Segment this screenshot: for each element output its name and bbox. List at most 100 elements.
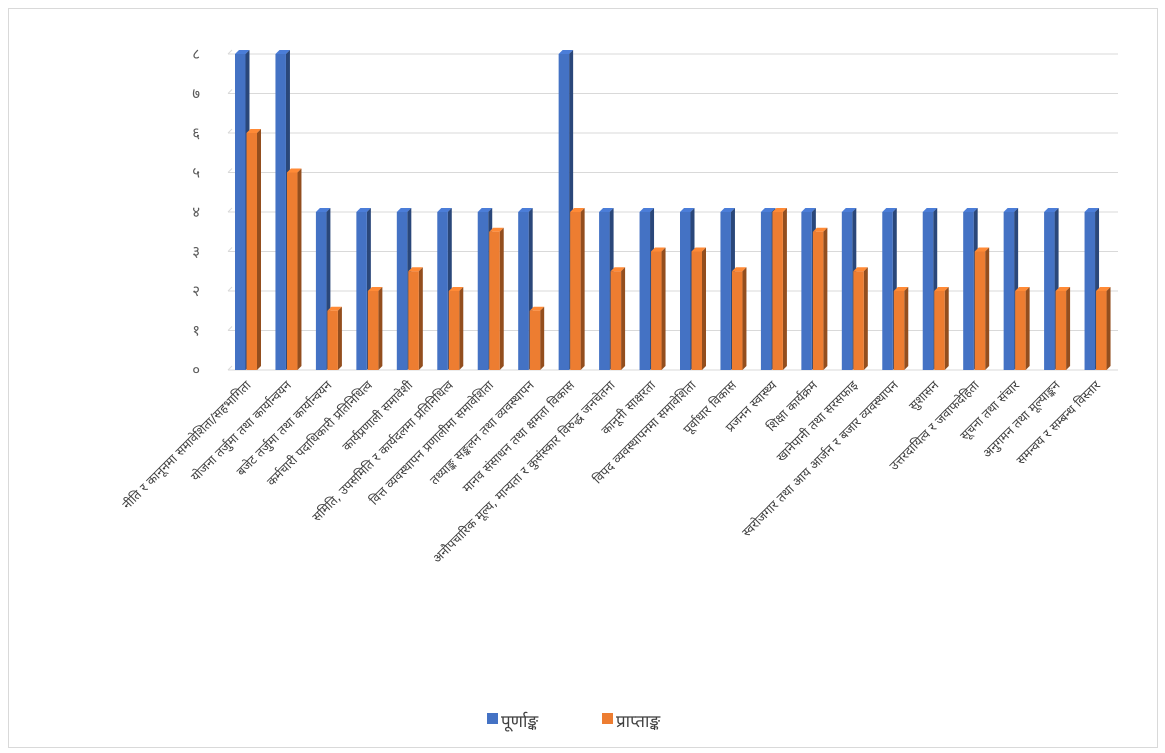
bar-obtained-marks [731, 267, 747, 370]
bar-front [1055, 291, 1067, 370]
bar-obtained-marks [974, 247, 990, 370]
bar-side [257, 129, 261, 370]
bar-obtained-marks [1015, 287, 1030, 370]
legend-swatch-series-0 [487, 713, 498, 724]
bar-front [246, 133, 257, 370]
bar-side [944, 287, 949, 370]
bar-front [639, 212, 651, 370]
bar-top [356, 208, 371, 212]
bar-top [286, 168, 302, 173]
bar-obtained-marks [651, 247, 666, 370]
gridline-depth-6 [227, 128, 233, 134]
bar-top [396, 208, 412, 212]
bar-obtained-marks [610, 267, 626, 370]
bar-obtained-marks [286, 168, 302, 370]
bar-side [540, 306, 545, 370]
bar-obtained-marks [448, 287, 464, 370]
y-tick-label: ३ [192, 243, 200, 261]
bar-side [297, 168, 302, 370]
bar-top [275, 50, 290, 54]
bar-front [558, 54, 570, 370]
bar-front [286, 172, 298, 370]
legend-label-series-1: प्राप्ताङ्क [616, 712, 661, 732]
x-tick-label: कार्यप्रणाली समावेशी [339, 377, 416, 454]
bar-front [1044, 212, 1055, 370]
bar-front [477, 212, 489, 370]
bar-front [922, 212, 934, 370]
bar-obtained-marks [772, 208, 787, 370]
bar-top [246, 129, 261, 133]
bar-side [863, 267, 868, 370]
bar-front [1084, 212, 1096, 370]
bar-side [621, 267, 626, 370]
bar-top [974, 247, 990, 252]
bar-front [315, 212, 327, 370]
bar-front [934, 291, 945, 370]
gridline-depth-7 [227, 89, 233, 94]
bar-top [639, 208, 655, 212]
bar-obtained-marks [893, 287, 909, 370]
bar-top [518, 208, 533, 212]
bar-top [1096, 287, 1111, 291]
bar-top [529, 306, 545, 311]
bar-top [922, 208, 938, 212]
bar-side [378, 287, 383, 370]
bar-top [772, 208, 787, 212]
gridline-depth-2 [227, 286, 233, 292]
bar-top [760, 208, 776, 212]
bar-top [408, 267, 423, 272]
bar-side [742, 267, 747, 370]
bar-side [337, 306, 342, 370]
gridline-depth-8 [227, 49, 233, 55]
bar-side [782, 208, 787, 370]
bar-top [720, 208, 735, 212]
bar-top [448, 287, 464, 291]
bar-top [315, 208, 331, 212]
bar-obtained-marks [529, 306, 545, 370]
y-tick-label: ० [192, 361, 200, 379]
bar-front [1015, 291, 1026, 370]
y-tick-label: ८ [192, 45, 200, 63]
bar-top [680, 208, 695, 212]
bar-top [853, 267, 868, 272]
bar-front [841, 212, 853, 370]
bar-front [275, 54, 286, 370]
bar-front [1096, 291, 1107, 370]
x-axis-ticks: नीति र कानूनमा समावेशिता/सहभागितायोजना त… [119, 377, 1104, 567]
bar-top [477, 208, 493, 212]
bar-front [489, 231, 500, 370]
bar-top [841, 208, 857, 212]
bar-front [235, 54, 246, 370]
bar-front [570, 212, 581, 370]
bar-top [489, 227, 504, 232]
bar-side [418, 267, 423, 370]
bar-side [904, 287, 909, 370]
bar-top [934, 287, 949, 291]
legend-swatch-series-1 [602, 713, 613, 724]
bar-side [1025, 287, 1030, 370]
bar-top [1003, 208, 1019, 212]
y-tick-label: ७ [192, 85, 200, 103]
bar-front [963, 212, 974, 370]
bar-obtained-marks [367, 287, 383, 370]
bar-front [720, 212, 731, 370]
bar-top [367, 287, 383, 291]
bar-front [437, 212, 448, 370]
bar-side [580, 208, 585, 370]
bar-front [760, 212, 772, 370]
bar-front [893, 291, 905, 370]
bar-front [408, 271, 419, 370]
y-tick-label: ६ [192, 124, 200, 142]
gridline-depth-4 [227, 207, 233, 213]
bar-obtained-marks [812, 227, 828, 370]
y-tick-label: ४ [192, 203, 200, 221]
bar-front [529, 310, 541, 370]
bar-top [731, 267, 747, 272]
bar-side [661, 247, 666, 370]
bar-top [558, 50, 574, 54]
bar-side [459, 287, 464, 370]
bar-top [1044, 208, 1059, 212]
gridline-depth-0 [227, 365, 233, 371]
bar-top [1084, 208, 1100, 212]
